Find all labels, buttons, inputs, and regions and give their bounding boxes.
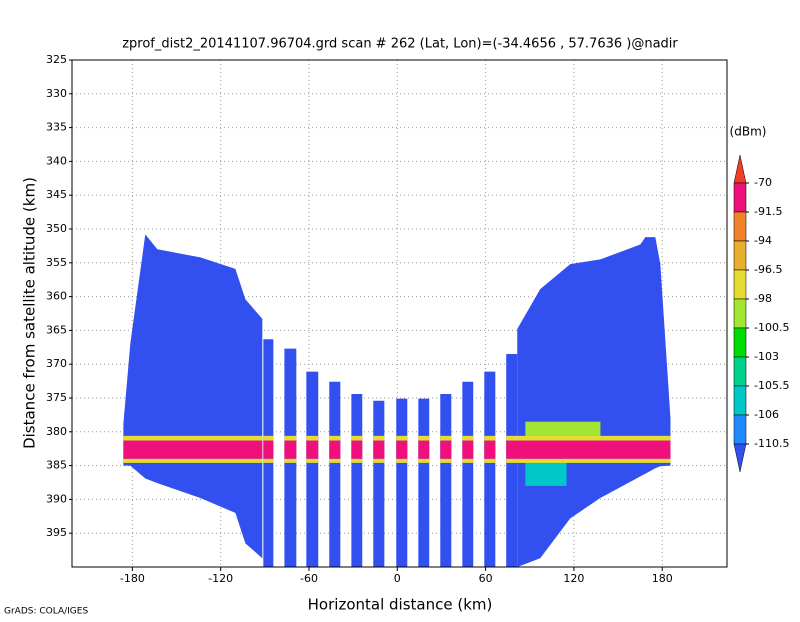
colorbar-label: -94 bbox=[754, 234, 772, 247]
credit: GrADS: COLA/IGES bbox=[4, 607, 88, 617]
colorbar-label: -91.5 bbox=[754, 205, 782, 218]
colorbar-label: -100.5 bbox=[754, 321, 789, 334]
echo-region bbox=[440, 393, 452, 567]
echo-region bbox=[484, 371, 496, 567]
y-tick-label: 355 bbox=[46, 256, 67, 269]
chart-title: zprof_dist2_20141107.96704.grd scan # 26… bbox=[122, 37, 678, 52]
echo-region bbox=[123, 234, 263, 559]
y-tick-label: 370 bbox=[46, 357, 67, 370]
colorbar-swatch bbox=[733, 182, 747, 213]
y-tick-label: 345 bbox=[46, 188, 67, 201]
echo-region bbox=[517, 237, 671, 567]
plot-frame bbox=[71, 59, 728, 568]
y-axis-label: Distance from satellite altitude (km) bbox=[21, 177, 39, 449]
colorbar-swatch bbox=[733, 443, 747, 473]
echo-layer bbox=[123, 440, 671, 459]
y-tick-label: 330 bbox=[46, 87, 67, 100]
colorbar-swatch bbox=[733, 327, 747, 358]
colorbar-swatch bbox=[733, 414, 747, 445]
echo-region bbox=[329, 381, 341, 567]
x-tick-label: 60 bbox=[479, 572, 493, 585]
echo-region bbox=[462, 381, 474, 567]
y-tick-label: 375 bbox=[46, 391, 67, 404]
echo-layer bbox=[525, 462, 567, 486]
x-tick-label: -120 bbox=[208, 572, 233, 585]
echo-layer bbox=[525, 421, 601, 439]
y-tick-label: 340 bbox=[46, 154, 67, 167]
grid bbox=[72, 59, 727, 567]
echo-region bbox=[351, 393, 363, 567]
x-tick-label: -180 bbox=[120, 572, 145, 585]
colorbar-label: -110.5 bbox=[754, 437, 789, 450]
x-tick-label: 0 bbox=[394, 572, 401, 585]
colorbar-swatch bbox=[733, 240, 747, 271]
y-tick-label: 390 bbox=[46, 492, 67, 505]
colorbar-swatch bbox=[733, 356, 747, 387]
colorbar-swatch bbox=[733, 385, 747, 416]
colorbar-label: -96.5 bbox=[754, 263, 782, 276]
y-tick-label: 395 bbox=[46, 526, 67, 539]
y-tick-label: 350 bbox=[46, 222, 67, 235]
y-tick-label: 335 bbox=[46, 121, 67, 134]
colorbar-unit: (dBm) bbox=[730, 125, 767, 139]
colorbar-swatch bbox=[733, 298, 747, 329]
y-tick-label: 365 bbox=[46, 323, 67, 336]
y-tick-label: 385 bbox=[46, 459, 67, 472]
layers bbox=[123, 421, 671, 486]
colorbar-swatch bbox=[733, 211, 747, 242]
colorbar-swatch bbox=[733, 269, 747, 300]
y-tick-label: 380 bbox=[46, 425, 67, 438]
x-axis-label: Horizontal distance (km) bbox=[308, 596, 493, 614]
colorbar-label: -98 bbox=[754, 292, 772, 305]
colorbar-label: -106 bbox=[754, 408, 779, 421]
x-tick-label: -60 bbox=[300, 572, 318, 585]
colorbar-swatch bbox=[733, 154, 747, 184]
echo-region bbox=[396, 398, 408, 567]
x-tick-label: 180 bbox=[652, 572, 673, 585]
y-tick-label: 325 bbox=[46, 53, 67, 66]
colorbar-label: -70 bbox=[754, 176, 772, 189]
echo-region bbox=[306, 371, 319, 567]
colorbar-label: -105.5 bbox=[754, 379, 789, 392]
echo-layer bbox=[123, 435, 671, 441]
echo-region bbox=[373, 400, 385, 567]
y-tick-label: 360 bbox=[46, 290, 67, 303]
colorbar-label: -103 bbox=[754, 350, 779, 363]
echo-layer bbox=[123, 458, 671, 463]
x-tick-label: 120 bbox=[563, 572, 584, 585]
echo-region bbox=[418, 398, 430, 567]
